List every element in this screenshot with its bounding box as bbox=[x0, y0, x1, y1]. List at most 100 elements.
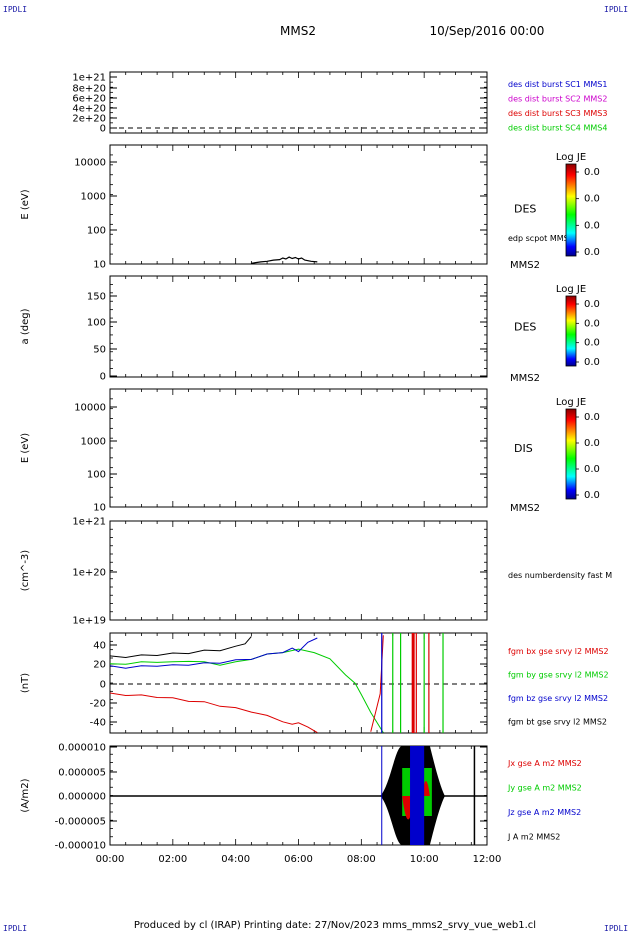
colorbar bbox=[565, 295, 577, 367]
legend-entry: fgm by gse srvy l2 MMS2 bbox=[508, 671, 609, 680]
jz-area bbox=[410, 746, 425, 845]
legend-entry: Jy gse A m2 MMS2 bbox=[507, 784, 582, 793]
panel-frame bbox=[109, 388, 488, 508]
colorbar-tick-label: 0.0 bbox=[584, 318, 600, 329]
colorbar-title: Log JE bbox=[556, 397, 586, 408]
panel-dis_energy bbox=[109, 388, 488, 508]
corner-label-bottom-left: IPDLI bbox=[3, 924, 28, 933]
instrument-label: DES bbox=[514, 203, 536, 216]
overlay-label: edp scpot MMS2 bbox=[508, 234, 574, 243]
legend-entry: des dist burst SC4 MMS4 bbox=[508, 124, 607, 133]
panel-fgm bbox=[109, 632, 488, 734]
x-tick-label: 12:00 bbox=[473, 854, 502, 865]
colorbar-tick-label: 0.0 bbox=[584, 194, 600, 205]
legend-entry: J A m2 MMS2 bbox=[507, 833, 560, 842]
y-axis-label: E (eV) bbox=[20, 433, 31, 463]
y-tick-label: 4e+20 bbox=[72, 104, 106, 115]
y-tick-label: 1e+19 bbox=[72, 616, 106, 627]
y-tick-label: 10000 bbox=[74, 403, 106, 414]
plot-date: 10/Sep/2016 00:00 bbox=[430, 24, 545, 38]
x-tick-label: 00:00 bbox=[96, 854, 125, 865]
corner-label-right: IPDLI bbox=[604, 5, 629, 14]
y-tick-label: 1e+21 bbox=[72, 517, 106, 528]
legend-entry: fgm bz gse srvy l2 MMS2 bbox=[508, 694, 608, 703]
colorbar-tick-label: 0.0 bbox=[584, 412, 600, 423]
legend-entry: des dist burst SC1 MMS1 bbox=[508, 80, 607, 89]
y-tick-label: -40 bbox=[90, 718, 106, 729]
y-tick-label: 1e+20 bbox=[72, 568, 106, 579]
y-axis-label: (nT) bbox=[20, 673, 31, 693]
y-tick-label: 20 bbox=[93, 660, 106, 671]
y-tick-label: 1000 bbox=[81, 192, 106, 203]
panel-frame bbox=[109, 275, 488, 378]
y-tick-label: 0 bbox=[100, 372, 106, 383]
x-tick-label: 06:00 bbox=[284, 854, 313, 865]
y-tick-label: 0 bbox=[100, 124, 106, 135]
x-tick-label: 10:00 bbox=[410, 854, 439, 865]
colorbar-tick-label: 0.0 bbox=[584, 438, 600, 449]
y-tick-label: -0.000010 bbox=[55, 841, 106, 852]
y-axis-label: (A/m2) bbox=[20, 778, 31, 812]
panel-des_energy bbox=[109, 144, 488, 265]
y-tick-label: 1e+21 bbox=[72, 73, 106, 84]
colorbar-tick-label: 0.0 bbox=[584, 220, 600, 231]
y-tick-label: 2e+20 bbox=[72, 114, 106, 125]
panel-frame bbox=[109, 71, 488, 134]
y-tick-label: 100 bbox=[87, 226, 106, 237]
legend-entry: des numberdensity fast M bbox=[508, 571, 612, 580]
legend-entry: des dist burst SC2 MMS2 bbox=[508, 95, 607, 104]
instrument-label: DES bbox=[514, 321, 536, 334]
y-axis-label: a (deg) bbox=[20, 308, 31, 344]
scpot-line bbox=[251, 256, 318, 264]
colorbar-tick-label: 0.0 bbox=[584, 167, 600, 178]
y-tick-label: 10 bbox=[93, 260, 106, 271]
fgm-series-line bbox=[110, 648, 384, 733]
fgm-series-line bbox=[110, 636, 252, 659]
spacecraft-label: MMS2 bbox=[510, 260, 540, 271]
colorbar-tick-label: 0.0 bbox=[584, 338, 600, 349]
colorbar bbox=[565, 163, 577, 257]
colorbar bbox=[565, 408, 577, 500]
legend-entry: fgm bx gse srvy l2 MMS2 bbox=[508, 647, 609, 656]
y-tick-label: 100 bbox=[87, 470, 106, 481]
corner-label-left: IPDLI bbox=[3, 5, 28, 14]
colorbar-tick-label: 0.0 bbox=[584, 299, 600, 310]
panel-density bbox=[109, 520, 488, 621]
y-axis-label: (cm^-3) bbox=[20, 550, 31, 591]
mission-title: MMS2 bbox=[280, 24, 316, 38]
panel-frame bbox=[109, 632, 488, 734]
fgm-lines bbox=[110, 633, 444, 733]
fgm-series-line bbox=[110, 637, 318, 669]
x-tick-label: 02:00 bbox=[158, 854, 187, 865]
legend-entry: fgm bt gse srvy l2 MMS2 bbox=[508, 718, 607, 727]
panel-des_pitch bbox=[109, 275, 488, 378]
y-tick-label: 6e+20 bbox=[72, 94, 106, 105]
y-tick-label: 8e+20 bbox=[72, 84, 106, 95]
y-tick-label: 0.000000 bbox=[58, 792, 106, 803]
legend-entry: Jx gse A m2 MMS2 bbox=[507, 759, 582, 768]
spacecraft-label: MMS2 bbox=[510, 373, 540, 384]
colorbar-tick-label: 0.0 bbox=[584, 357, 600, 368]
colorbar-tick-label: 0.0 bbox=[584, 490, 600, 501]
x-tick-label: 04:00 bbox=[221, 854, 250, 865]
y-tick-label: 0.000005 bbox=[58, 768, 106, 779]
y-tick-label: 0 bbox=[100, 680, 106, 691]
colorbar-tick-label: 0.0 bbox=[584, 247, 600, 258]
y-tick-label: 40 bbox=[93, 641, 106, 652]
y-tick-label: 10 bbox=[93, 503, 106, 514]
colorbar-tick-label: 0.0 bbox=[584, 464, 600, 475]
legend-entry: des dist burst SC3 MMS3 bbox=[508, 109, 607, 118]
panel-dist_burst bbox=[109, 71, 488, 134]
colorbar-title: Log JE bbox=[556, 284, 586, 295]
y-tick-label: 50 bbox=[93, 345, 106, 356]
y-axis-label: E (eV) bbox=[20, 189, 31, 219]
y-tick-label: 10000 bbox=[74, 158, 106, 169]
panel-frame bbox=[109, 520, 488, 621]
colorbar-title: Log JE bbox=[556, 152, 586, 163]
y-tick-label: -20 bbox=[90, 699, 106, 710]
x-tick-label: 08:00 bbox=[347, 854, 376, 865]
legend-entry: Jz gse A m2 MMS2 bbox=[507, 808, 581, 817]
current-area bbox=[110, 746, 487, 845]
footer-text: Produced by cl (IRAP) Printing date: 27/… bbox=[134, 920, 536, 931]
